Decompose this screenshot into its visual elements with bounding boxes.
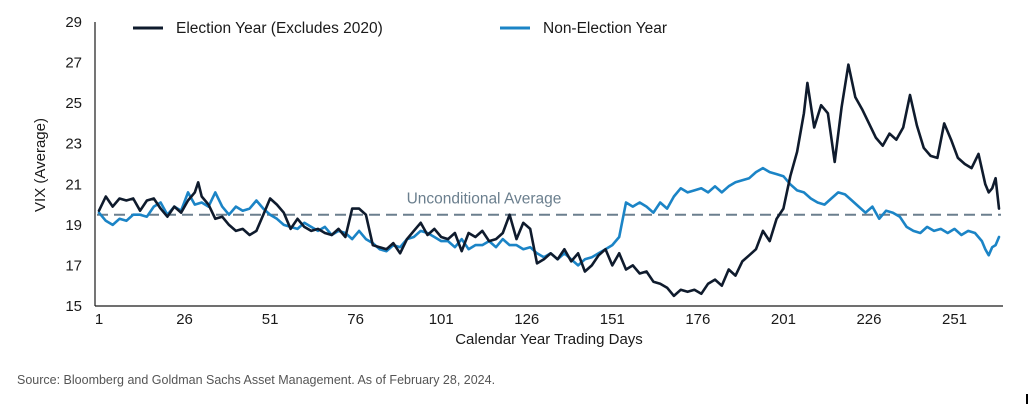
x-tick-label: 201 [771, 311, 796, 328]
legend-label-non-election-year: Non-Election Year [543, 20, 667, 37]
y-tick-label: 19 [65, 217, 82, 234]
x-tick-label: 151 [600, 311, 625, 328]
edge-mark [1026, 394, 1028, 404]
x-tick-label: 251 [942, 311, 967, 328]
series-line-election-year [97, 63, 1001, 298]
series-line-non-election-year [97, 166, 1001, 267]
x-tick-label: 1 [95, 311, 103, 328]
x-tick-label: 26 [176, 311, 193, 328]
x-axis-ticks: 1 26 51 76 101 126 151 176 201 226 251 [95, 311, 967, 328]
x-tick-label: 101 [429, 311, 454, 328]
series-lines [97, 63, 1001, 298]
legend-label-election-year: Election Year (Excludes 2020) [176, 20, 383, 37]
unconditional-average-label: Unconditional Average [407, 191, 562, 208]
x-tick-label: 126 [514, 311, 539, 328]
source-note: Source: Bloomberg and Goldman Sachs Asse… [17, 373, 496, 387]
y-tick-label: 17 [65, 257, 82, 274]
x-tick-label: 76 [347, 311, 364, 328]
y-axis-ticks: 15 17 19 21 23 25 27 29 [65, 14, 82, 315]
y-axis-title: VIX (Average) [32, 118, 49, 212]
x-tick-label: 226 [856, 311, 881, 328]
y-tick-label: 15 [65, 298, 82, 315]
legend: Election Year (Excludes 2020) Non-Electi… [133, 20, 667, 37]
y-tick-label: 25 [65, 95, 82, 112]
x-tick-label: 51 [262, 311, 279, 328]
y-tick-label: 27 [65, 55, 82, 72]
x-tick-label: 176 [685, 311, 710, 328]
y-tick-label: 29 [65, 14, 82, 31]
y-tick-label: 23 [65, 136, 82, 153]
x-axis-title: Calendar Year Trading Days [455, 331, 643, 348]
y-tick-label: 21 [65, 176, 82, 193]
